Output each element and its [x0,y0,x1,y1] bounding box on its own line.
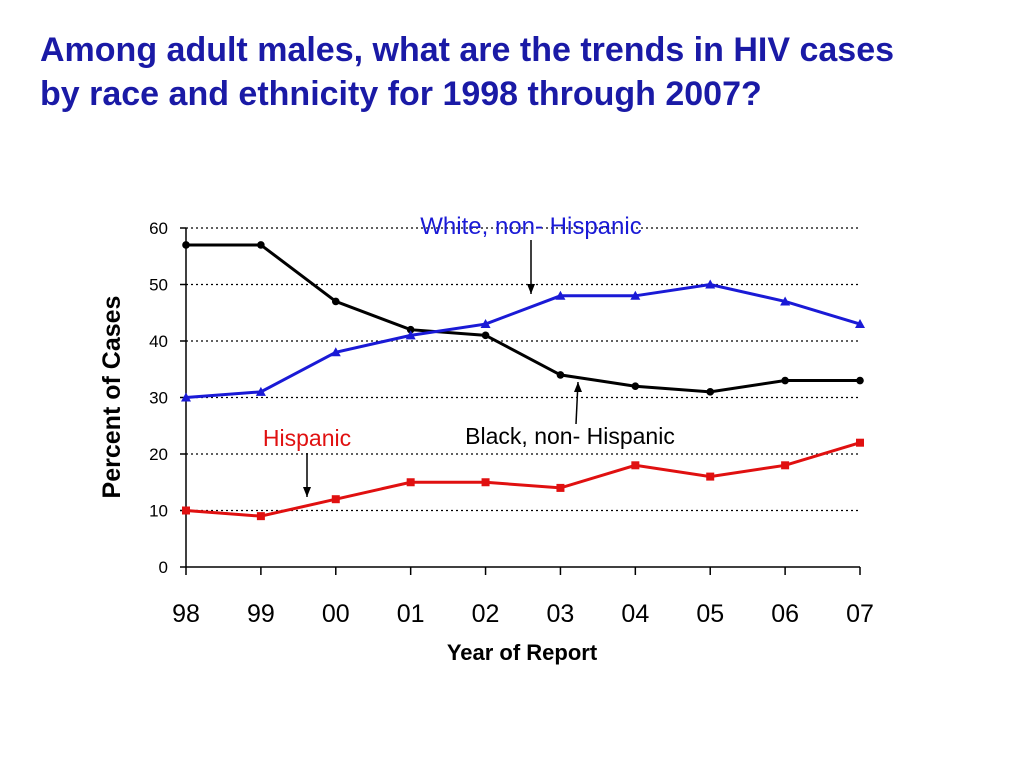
data-point [330,347,341,357]
x-tick-label: 05 [696,600,724,628]
series-line [185,441,861,518]
x-tick-label: 02 [472,600,500,628]
series-line [185,282,861,399]
axes [180,227,861,575]
annotations: White, non- Hispanic Black, non- Hispanic… [263,213,675,497]
annotation-label: Hispanic [263,425,351,451]
x-axis-label: Year of Report [447,640,598,665]
data-point [406,325,415,334]
data-point [781,376,789,385]
series-square [182,438,864,521]
series-circle [182,241,864,396]
data-point [856,376,864,385]
y-axis-label: Percent of Cases [98,296,126,499]
y-tick-labels: 0 10 20 30 40 50 60 [149,219,168,577]
data-point [480,319,491,329]
data-point [256,512,265,521]
data-point [780,296,791,306]
series-lines [181,241,865,521]
data-point [481,331,490,340]
data-point [331,297,340,306]
series-triangle [181,279,865,402]
data-point [331,495,340,504]
x-tick-label: 04 [621,600,649,628]
x-tick-label: 07 [846,600,874,628]
y-tick-label: 40 [149,332,168,351]
x-tick-label: 01 [397,600,425,628]
annotation-arrowhead [527,284,535,294]
x-tick-label: 98 [172,600,200,628]
data-point [781,461,790,470]
x-tick-label: 00 [322,600,350,628]
data-point [856,438,864,447]
data-point [556,483,565,492]
annotation-label: White, non- Hispanic [420,213,641,240]
slide-title: Among adult males, what are the trends i… [40,31,895,113]
y-tick-label: 30 [149,389,168,408]
data-point [481,478,490,487]
y-tick-label: 10 [149,502,168,521]
data-point [706,388,715,396]
data-point [705,279,716,289]
data-point [405,330,416,340]
data-point [182,506,190,515]
data-point [855,319,865,329]
data-point [631,382,640,391]
y-tick-label: 20 [149,445,168,464]
data-point [630,290,641,300]
data-point [255,386,266,396]
series-line [186,243,860,394]
y-tick-label: 60 [149,219,168,238]
y-tick-label: 50 [149,276,168,295]
annotation-arrowhead [574,382,582,392]
data-point [706,472,715,481]
data-point [182,241,190,249]
x-tick-labels: 98 99 00 01 02 03 04 05 06 07 [172,600,874,628]
x-tick-label: 06 [771,600,799,628]
data-point [556,371,565,379]
grid-lines [186,227,860,512]
data-point [257,241,265,249]
x-tick-label: 99 [247,600,275,628]
data-point [555,290,566,300]
x-tick-label: 03 [547,600,575,628]
data-point [181,392,191,402]
y-tick-label: 0 [159,558,168,577]
annotation-arrowhead [303,487,311,497]
annotation-label: Black, non- Hispanic [465,423,675,449]
data-point [406,478,415,487]
data-point [631,461,640,470]
